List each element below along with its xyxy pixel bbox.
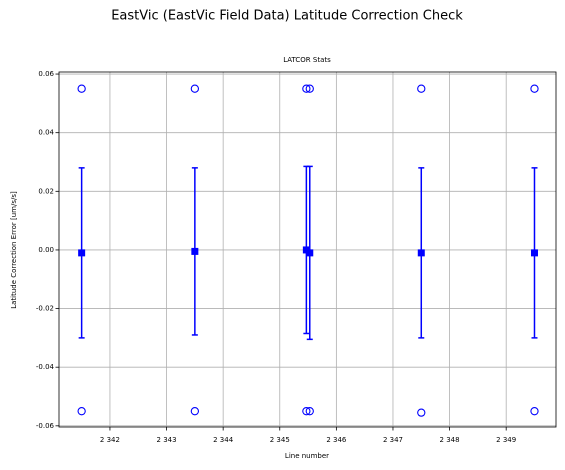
- y-tick-label: 0.02: [38, 187, 54, 195]
- max-marker: [530, 84, 539, 93]
- x-tick-label: 2 349: [496, 436, 516, 444]
- x-tick-label: 2 346: [326, 436, 347, 444]
- min-marker: [190, 407, 200, 416]
- y-tick-label: -0.02: [36, 305, 54, 313]
- max-marker: [417, 84, 426, 93]
- max-marker: [302, 84, 311, 93]
- min-marker: [302, 407, 311, 416]
- x-tick-label: 2 342: [100, 436, 120, 444]
- x-tick-label: 2 348: [440, 436, 460, 444]
- mean-marker: [417, 249, 425, 257]
- x-tick-label: 2 345: [270, 436, 290, 444]
- max-marker: [190, 84, 200, 93]
- min-marker: [530, 407, 539, 416]
- x-axis-label: Line number: [285, 452, 329, 460]
- mean-marker: [306, 249, 314, 257]
- chart-subtitle: LATCOR Stats: [283, 56, 331, 64]
- min-marker: [417, 408, 426, 417]
- mean-marker: [191, 247, 199, 255]
- y-tick-label: 0.04: [38, 129, 54, 137]
- y-tick-label: 0.06: [38, 70, 54, 78]
- min-marker: [305, 407, 314, 416]
- x-tick-label: 2 347: [383, 436, 403, 444]
- plot-frame: [58, 71, 557, 428]
- y-tick-label: -0.04: [36, 363, 55, 371]
- max-marker: [77, 84, 86, 93]
- y-tick-label: -0.06: [36, 422, 55, 430]
- max-marker: [305, 84, 314, 93]
- y-axis-label: Latitude Correction Error [um/s/s]: [10, 191, 18, 309]
- mean-marker: [530, 249, 538, 257]
- x-tick-label: 2 343: [157, 436, 177, 444]
- mean-marker: [78, 249, 86, 257]
- y-tick-label: 0.00: [38, 246, 54, 254]
- chart-title: EastVic (EastVic Field Data) Latitude Co…: [111, 9, 463, 24]
- min-marker: [77, 407, 86, 416]
- x-tick-label: 2 344: [213, 436, 234, 444]
